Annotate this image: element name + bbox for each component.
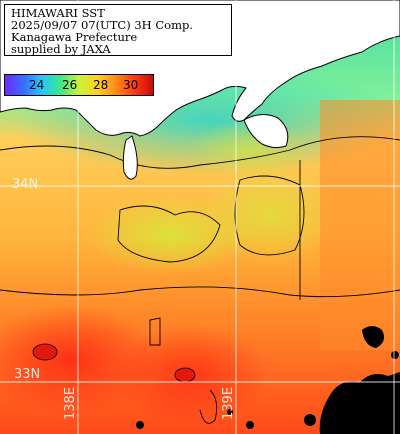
legend-tick-28: 28 bbox=[93, 78, 109, 92]
title-box: HIMAWARI SST 2025/09/07 07(UTC) 3H Comp.… bbox=[4, 4, 232, 56]
contours bbox=[0, 136, 400, 424]
east-cool-patch bbox=[200, 165, 340, 265]
temperature-legend: 24 26 28 30 bbox=[4, 74, 154, 96]
boso-peninsula bbox=[243, 114, 289, 149]
east-warm-zone bbox=[320, 100, 400, 350]
izu-peninsula bbox=[122, 135, 138, 180]
lat-label-34n: 34N bbox=[12, 177, 39, 192]
lon-label-139e: 139E bbox=[221, 386, 236, 420]
title-line-4: supplied by JAXA bbox=[11, 42, 111, 56]
title-line-2: 2025/09/07 07(UTC) 3H Comp. bbox=[11, 18, 194, 32]
lat-label-33n: 33N bbox=[14, 367, 41, 382]
legend-tick-26: 26 bbox=[62, 78, 78, 92]
lon-label-138e: 138E bbox=[63, 386, 78, 420]
legend-tick-24: 24 bbox=[29, 78, 45, 92]
title-line-3: Kanagawa Prefecture bbox=[11, 30, 138, 44]
eddy bbox=[174, 367, 196, 383]
title-line-1: HIMAWARI SST bbox=[11, 6, 105, 20]
legend-tick-30: 30 bbox=[123, 78, 139, 92]
eddy bbox=[32, 343, 58, 361]
clouds bbox=[136, 326, 400, 434]
